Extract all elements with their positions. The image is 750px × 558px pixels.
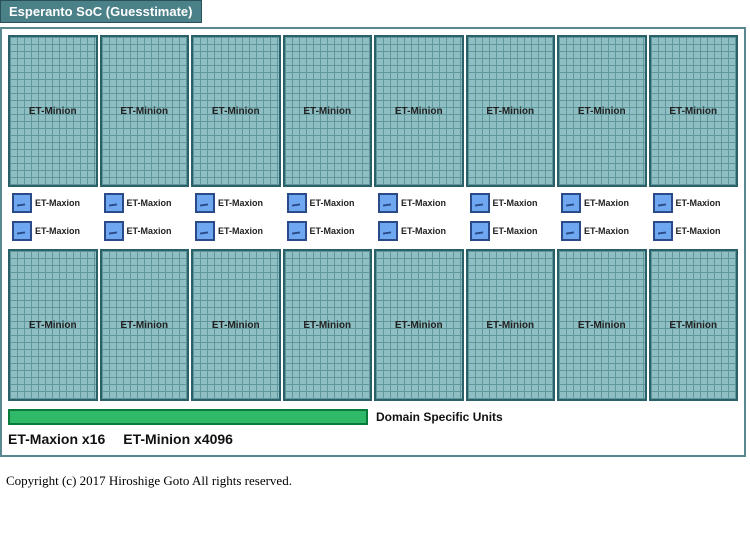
maxion-unit: ET-Maxion	[378, 193, 464, 213]
minion-block: ET-Minion	[191, 35, 281, 187]
maxion-label: ET-Maxion	[127, 198, 172, 208]
minion-block: ET-Minion	[466, 35, 556, 187]
maxion-core-icon	[653, 221, 673, 241]
maxion-row-1: ET-Maxion ET-Maxion ET-Maxion ET-Maxion …	[12, 193, 738, 213]
counts-footer: ET-Maxion x16 ET-Minion x4096	[8, 431, 738, 447]
maxion-core-icon	[104, 193, 124, 213]
maxion-label: ET-Maxion	[676, 198, 721, 208]
dsu-row: Domain Specific Units	[8, 409, 738, 425]
maxion-unit: ET-Maxion	[195, 193, 281, 213]
copyright-text: Copyright (c) 2017 Hiroshige Goto All ri…	[6, 473, 750, 489]
minion-block: ET-Minion	[649, 249, 739, 401]
maxion-unit: ET-Maxion	[470, 221, 556, 241]
minion-label: ET-Minion	[578, 320, 626, 331]
minion-block: ET-Minion	[191, 249, 281, 401]
minion-label: ET-Minion	[395, 320, 443, 331]
minion-label: ET-Minion	[669, 106, 717, 117]
maxion-label: ET-Maxion	[676, 226, 721, 236]
maxion-label: ET-Maxion	[493, 226, 538, 236]
maxion-label: ET-Maxion	[401, 226, 446, 236]
minion-label: ET-Minion	[29, 106, 77, 117]
maxion-core-icon	[378, 221, 398, 241]
minion-block: ET-Minion	[100, 35, 190, 187]
minion-label: ET-Minion	[486, 320, 534, 331]
minion-block: ET-Minion	[100, 249, 190, 401]
maxion-label: ET-Maxion	[401, 198, 446, 208]
maxion-core-icon	[195, 221, 215, 241]
maxion-core-icon	[12, 193, 32, 213]
minion-label: ET-Minion	[669, 320, 717, 331]
minion-block: ET-Minion	[557, 249, 647, 401]
maxion-label: ET-Maxion	[35, 226, 80, 236]
maxion-label: ET-Maxion	[127, 226, 172, 236]
minion-label: ET-Minion	[212, 320, 260, 331]
minion-label: ET-Minion	[303, 106, 351, 117]
minion-block: ET-Minion	[374, 35, 464, 187]
minion-block: ET-Minion	[374, 249, 464, 401]
minion-block: ET-Minion	[283, 35, 373, 187]
maxion-row-2: ET-Maxion ET-Maxion ET-Maxion ET-Maxion …	[12, 221, 738, 241]
maxion-label: ET-Maxion	[584, 198, 629, 208]
maxion-unit: ET-Maxion	[653, 193, 739, 213]
minion-label: ET-Minion	[395, 106, 443, 117]
maxion-label: ET-Maxion	[35, 198, 80, 208]
maxion-core-icon	[561, 193, 581, 213]
minion-block: ET-Minion	[8, 249, 98, 401]
minion-label: ET-Minion	[120, 106, 168, 117]
maxion-unit: ET-Maxion	[287, 193, 373, 213]
maxion-unit: ET-Maxion	[653, 221, 739, 241]
maxion-unit: ET-Maxion	[12, 221, 98, 241]
minion-row-bottom: ET-Minion ET-Minion ET-Minion ET-Minion …	[8, 249, 738, 401]
maxion-label: ET-Maxion	[218, 198, 263, 208]
dsu-bar	[8, 409, 368, 425]
minion-block: ET-Minion	[283, 249, 373, 401]
maxion-core-icon	[195, 193, 215, 213]
maxion-core-icon	[287, 193, 307, 213]
maxion-core-icon	[470, 221, 490, 241]
maxion-unit: ET-Maxion	[287, 221, 373, 241]
minion-block: ET-Minion	[8, 35, 98, 187]
diagram-title: Esperanto SoC (Guesstimate)	[0, 0, 202, 23]
maxion-label: ET-Maxion	[310, 226, 355, 236]
maxion-label: ET-Maxion	[493, 198, 538, 208]
maxion-core-icon	[12, 221, 32, 241]
minion-label: ET-Minion	[578, 106, 626, 117]
minion-block: ET-Minion	[466, 249, 556, 401]
maxion-core-icon	[470, 193, 490, 213]
dsu-label: Domain Specific Units	[376, 410, 503, 424]
maxion-unit: ET-Maxion	[104, 221, 190, 241]
maxion-unit: ET-Maxion	[12, 193, 98, 213]
minion-block: ET-Minion	[557, 35, 647, 187]
minion-label: ET-Minion	[120, 320, 168, 331]
maxion-unit: ET-Maxion	[195, 221, 281, 241]
minion-count: ET-Minion x4096	[123, 431, 233, 447]
maxion-label: ET-Maxion	[310, 198, 355, 208]
minion-row-top: ET-Minion ET-Minion ET-Minion ET-Minion …	[8, 35, 738, 187]
soc-outline: ET-Minion ET-Minion ET-Minion ET-Minion …	[0, 27, 746, 457]
maxion-unit: ET-Maxion	[104, 193, 190, 213]
maxion-label: ET-Maxion	[584, 226, 629, 236]
minion-label: ET-Minion	[303, 320, 351, 331]
maxion-core-icon	[561, 221, 581, 241]
maxion-label: ET-Maxion	[218, 226, 263, 236]
maxion-core-icon	[653, 193, 673, 213]
maxion-unit: ET-Maxion	[561, 221, 647, 241]
maxion-unit: ET-Maxion	[378, 221, 464, 241]
maxion-unit: ET-Maxion	[470, 193, 556, 213]
minion-label: ET-Minion	[486, 106, 534, 117]
maxion-core-icon	[378, 193, 398, 213]
maxion-unit: ET-Maxion	[561, 193, 647, 213]
maxion-core-icon	[104, 221, 124, 241]
minion-block: ET-Minion	[649, 35, 739, 187]
minion-label: ET-Minion	[212, 106, 260, 117]
maxion-core-icon	[287, 221, 307, 241]
minion-label: ET-Minion	[29, 320, 77, 331]
maxion-count: ET-Maxion x16	[8, 431, 105, 447]
